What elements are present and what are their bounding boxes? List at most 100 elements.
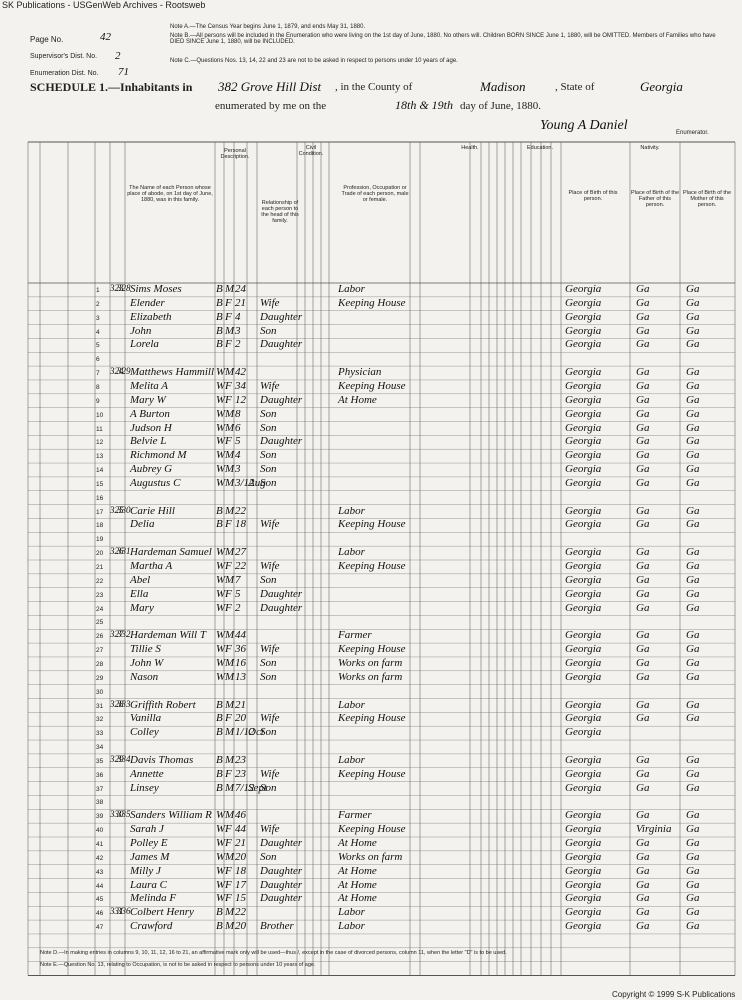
cell-age: 36	[235, 643, 246, 656]
cell-occupation: Keeping House	[338, 767, 406, 780]
cell-father: Ga	[636, 656, 650, 669]
cell-color: B	[216, 310, 223, 323]
cell-relationship: Daughter	[260, 878, 303, 891]
cell-line: 28	[96, 660, 104, 668]
cell-occupation: At Home	[338, 837, 377, 849]
cell-sex: M	[225, 476, 235, 489]
cell-sex: M	[225, 850, 235, 863]
cell-father: Ga	[636, 435, 650, 448]
col-personal: Personal Description.	[220, 148, 250, 160]
cell-age: 44	[235, 823, 246, 836]
state: Georgia	[640, 79, 683, 94]
cell-father: Ga	[636, 712, 650, 725]
cell-relationship: Son	[260, 324, 277, 337]
cell-father: Ga	[636, 407, 650, 420]
cell-mother: Ga	[686, 850, 700, 863]
cell-birthplace: Georgia	[565, 504, 602, 517]
cell-mother: Ga	[686, 823, 700, 836]
cell-sex: F	[225, 379, 232, 392]
cell-family: 335	[117, 809, 131, 820]
cell-line: 12	[96, 439, 104, 447]
cell-birthplace: Georgia	[565, 463, 602, 476]
cell-line: 44	[96, 882, 104, 890]
cell-father: Ga	[636, 767, 650, 780]
cell-relationship: Daughter	[260, 892, 303, 905]
cell-color: W	[216, 864, 226, 877]
day: 18th & 19th	[395, 98, 454, 112]
cell-line: 13	[96, 453, 104, 461]
cell-name: Colbert Henry	[130, 906, 194, 919]
cell-color: W	[216, 587, 226, 600]
cell-age: 3/12	[235, 476, 255, 489]
cell-line: 34	[96, 744, 104, 752]
cell-father: Ga	[636, 379, 650, 392]
cell-sex: M	[225, 698, 235, 711]
note-c: Note C.—Questions Nos. 13, 14, 22 and 23…	[170, 58, 458, 64]
cell-relationship: Daughter	[260, 435, 303, 448]
cell-mother: Ga	[686, 837, 700, 849]
cell-sex: M	[225, 781, 235, 794]
cell-sex: F	[225, 338, 232, 351]
cell-name: Nason	[130, 670, 159, 683]
cell-occupation: Keeping House	[338, 296, 406, 309]
cell-father: Ga	[636, 296, 650, 309]
cell-line: 9	[96, 397, 100, 405]
cell-sex: M	[225, 283, 235, 295]
cell-family: 331	[117, 546, 131, 557]
cell-mother: Ga	[686, 421, 700, 434]
cell-sex: F	[225, 296, 232, 309]
cell-mother: Ga	[686, 753, 700, 766]
cell-age: 18	[235, 518, 246, 531]
cell-age: 22	[235, 906, 246, 919]
cell-age: 20	[235, 712, 246, 725]
cell-age: 4	[235, 310, 241, 323]
cell-birthplace: Georgia	[565, 296, 602, 309]
cell-father: Ga	[636, 366, 650, 379]
cell-color: W	[216, 629, 226, 642]
cell-occupation: Keeping House	[338, 823, 406, 836]
cell-relationship: Wife	[260, 560, 280, 572]
cell-color: W	[216, 560, 226, 572]
day-label: day of June, 1880.	[460, 100, 541, 112]
cell-mother: Ga	[686, 463, 700, 476]
cell-name: Mary	[130, 601, 154, 614]
cell-sex: M	[225, 573, 235, 586]
cell-name: Elizabeth	[130, 310, 172, 323]
cell-birthplace: Georgia	[565, 407, 602, 420]
cell-color: W	[216, 670, 226, 683]
cell-color: W	[216, 393, 226, 406]
cell-birthplace: Georgia	[565, 518, 602, 531]
cell-family: 330	[117, 504, 131, 515]
cell-mother: Ga	[686, 407, 700, 420]
cell-sex: M	[225, 809, 235, 822]
watermark: SK Publications - USGenWeb Archives - Ro…	[2, 0, 206, 10]
cell-birthplace: Georgia	[565, 573, 602, 586]
cell-sex: M	[225, 324, 235, 337]
cell-line: 23	[96, 591, 104, 599]
cell-birthplace: Georgia	[565, 878, 602, 891]
cell-sex: M	[225, 753, 235, 766]
cell-mother: Ga	[686, 656, 700, 669]
cell-sex: M	[225, 504, 235, 517]
enumeration-no: 71	[118, 66, 129, 78]
page-no: 42	[100, 31, 111, 43]
cell-color: W	[216, 463, 226, 476]
cell-line: 38	[96, 799, 104, 807]
cell-birthplace: Georgia	[565, 643, 602, 656]
cell-sex: M	[225, 449, 235, 462]
cell-mother: Ga	[686, 767, 700, 780]
cell-mother: Ga	[686, 601, 700, 614]
cell-sex: F	[225, 864, 232, 877]
cell-mother: Ga	[686, 587, 700, 600]
cell-name: Judson H	[130, 421, 172, 434]
col-relationship: Relationship of each person to the head …	[261, 200, 299, 224]
cell-mother: Ga	[686, 892, 700, 905]
cell-color: B	[216, 283, 223, 295]
cell-father: Ga	[636, 601, 650, 614]
cell-relationship: Daughter	[260, 837, 303, 849]
cell-name: Tillie S	[130, 643, 161, 656]
cell-line: 47	[96, 924, 104, 932]
cell-father: Ga	[636, 920, 650, 933]
cell-family: 333	[117, 698, 131, 709]
cell-family: 334	[117, 753, 131, 764]
